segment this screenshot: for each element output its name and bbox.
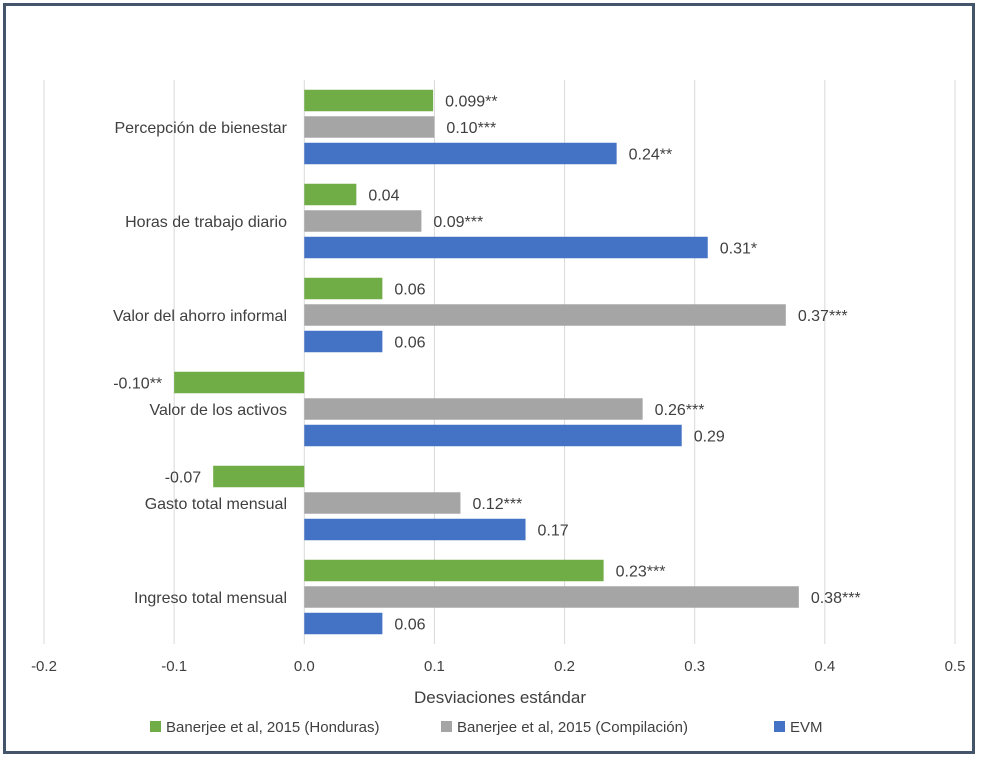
bar <box>304 424 682 447</box>
data-label: 0.24** <box>629 147 673 164</box>
x-tick-label: 0.0 <box>294 658 315 675</box>
x-tick-label: 0.4 <box>814 658 835 675</box>
data-label: -0.10** <box>113 376 162 393</box>
data-label: 0.10*** <box>446 120 496 137</box>
data-label: 0.09*** <box>433 214 483 231</box>
bar <box>304 210 422 232</box>
data-label: 0.17 <box>538 523 569 540</box>
data-label: 0.26*** <box>655 402 705 419</box>
x-tick-label: -0.2 <box>31 658 57 675</box>
bar <box>304 89 434 112</box>
data-label: 0.06 <box>394 335 425 352</box>
chart-frame <box>3 3 975 754</box>
bar <box>304 398 643 420</box>
legend-label: EVM <box>790 719 823 736</box>
bar <box>304 236 708 259</box>
x-tick-label: 0.1 <box>424 658 445 675</box>
x-tick-label: 0.2 <box>554 658 575 675</box>
category-label: Horas de trabajo diario <box>125 214 287 231</box>
bar <box>213 465 305 488</box>
category-label: Valor de los activos <box>149 402 287 419</box>
legend-swatch <box>774 721 785 732</box>
bar <box>304 586 799 608</box>
data-label: 0.04 <box>368 188 399 205</box>
x-tick-label: -0.1 <box>161 658 187 675</box>
bar <box>304 304 786 326</box>
data-label: -0.07 <box>165 470 202 487</box>
bar <box>174 371 305 394</box>
data-label: 0.38*** <box>811 590 861 607</box>
x-tick-label: 0.3 <box>684 658 705 675</box>
bar <box>304 612 383 635</box>
legend-swatch <box>441 721 452 732</box>
data-label: 0.37*** <box>798 308 848 325</box>
category-label: Valor del ahorro informal <box>113 308 287 325</box>
data-label: 0.23*** <box>616 564 666 581</box>
x-tick-label: 0.5 <box>945 658 966 675</box>
bar <box>304 559 604 582</box>
x-axis-title: Desviaciones estándar <box>414 688 586 707</box>
bar <box>304 277 383 300</box>
category-label: Percepción de bienestar <box>114 120 287 137</box>
bar <box>304 116 435 138</box>
data-label: 0.29 <box>694 429 725 446</box>
bar <box>304 518 526 541</box>
data-label: 0.12*** <box>472 496 522 513</box>
category-label: Ingreso total mensual <box>134 590 287 607</box>
bar <box>304 183 357 206</box>
bar <box>304 142 617 165</box>
data-label: 0.31* <box>720 241 757 258</box>
category-label: Gasto total mensual <box>145 496 287 513</box>
bar <box>304 330 383 353</box>
data-label: 0.099** <box>445 94 498 111</box>
bar <box>304 492 461 514</box>
data-label: 0.06 <box>394 282 425 299</box>
legend-label: Banerjee et al, 2015 (Compilación) <box>457 719 688 736</box>
data-label: 0.06 <box>394 617 425 634</box>
legend-swatch <box>150 721 161 732</box>
legend-label: Banerjee et al, 2015 (Honduras) <box>166 719 379 736</box>
